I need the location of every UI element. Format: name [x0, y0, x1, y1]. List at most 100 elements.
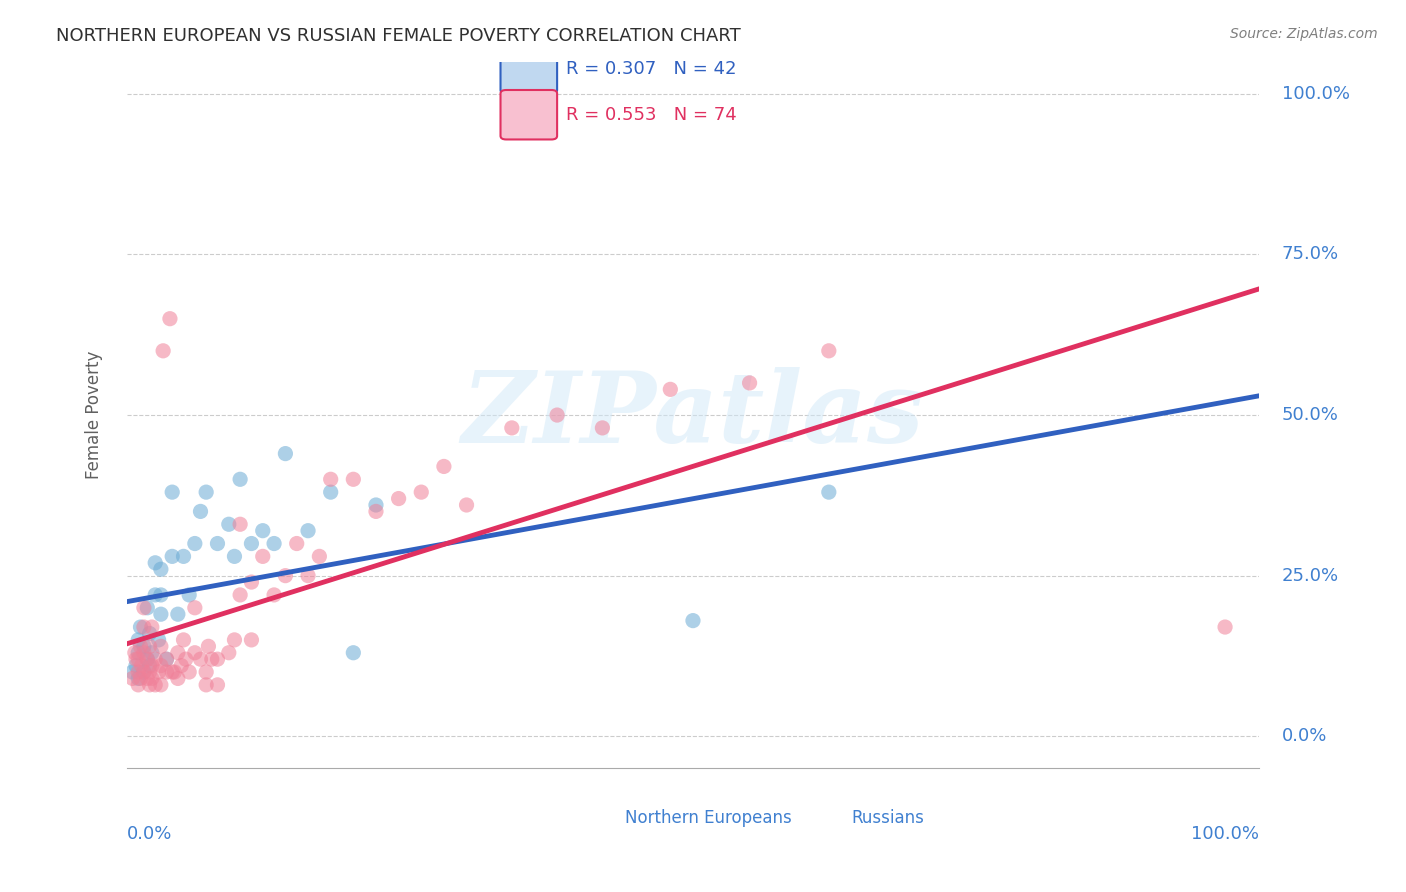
- Point: [138, 678, 160, 692]
- Point: [132, 600, 155, 615]
- Text: 0.0%: 0.0%: [127, 825, 173, 843]
- Point: [195, 678, 218, 692]
- Text: Source: ZipAtlas.com: Source: ZipAtlas.com: [1230, 27, 1378, 41]
- Point: [201, 652, 224, 666]
- Point: [229, 588, 252, 602]
- Point: [263, 536, 285, 550]
- Point: [342, 646, 364, 660]
- Point: [297, 524, 319, 538]
- Point: [195, 665, 218, 679]
- Point: [155, 652, 177, 666]
- Point: [166, 672, 188, 686]
- Point: [166, 607, 188, 622]
- Point: [132, 640, 155, 654]
- Point: [148, 632, 170, 647]
- Point: [252, 549, 274, 564]
- Point: [129, 640, 152, 654]
- Point: [207, 652, 229, 666]
- Point: [274, 568, 297, 582]
- Point: [155, 652, 177, 666]
- FancyBboxPatch shape: [501, 44, 557, 94]
- Point: [155, 665, 177, 679]
- Point: [127, 632, 149, 647]
- Point: [138, 658, 160, 673]
- Point: [184, 646, 207, 660]
- Point: [143, 678, 166, 692]
- Point: [132, 620, 155, 634]
- Point: [125, 652, 148, 666]
- Point: [149, 658, 172, 673]
- Point: [252, 524, 274, 538]
- Text: Russians: Russians: [852, 809, 924, 827]
- Point: [364, 498, 387, 512]
- Point: [319, 472, 342, 486]
- Point: [121, 665, 143, 679]
- Point: [682, 614, 704, 628]
- Point: [285, 536, 308, 550]
- Point: [127, 665, 149, 679]
- Point: [174, 652, 197, 666]
- Point: [263, 588, 285, 602]
- Text: Northern Europeans: Northern Europeans: [626, 809, 792, 827]
- Point: [173, 549, 195, 564]
- Point: [218, 517, 240, 532]
- Point: [817, 343, 839, 358]
- Point: [143, 556, 166, 570]
- Point: [149, 588, 172, 602]
- Point: [127, 652, 149, 666]
- FancyBboxPatch shape: [582, 805, 617, 830]
- Point: [240, 536, 263, 550]
- Point: [817, 485, 839, 500]
- Point: [138, 626, 160, 640]
- Text: R = 0.553   N = 74: R = 0.553 N = 74: [567, 106, 737, 124]
- Point: [195, 485, 218, 500]
- Point: [141, 658, 163, 673]
- Point: [308, 549, 330, 564]
- Point: [240, 575, 263, 590]
- Point: [129, 672, 152, 686]
- Y-axis label: Female Poverty: Female Poverty: [86, 351, 103, 479]
- Point: [218, 646, 240, 660]
- Point: [132, 646, 155, 660]
- Point: [364, 504, 387, 518]
- Point: [433, 459, 456, 474]
- Point: [127, 672, 149, 686]
- Point: [129, 620, 152, 634]
- FancyBboxPatch shape: [501, 90, 557, 139]
- Point: [132, 665, 155, 679]
- Point: [136, 672, 159, 686]
- Point: [141, 672, 163, 686]
- Point: [456, 498, 478, 512]
- Text: ZIPatlas: ZIPatlas: [461, 367, 924, 463]
- Point: [170, 658, 193, 673]
- Point: [197, 640, 219, 654]
- FancyBboxPatch shape: [814, 805, 849, 830]
- Point: [1213, 620, 1236, 634]
- Point: [179, 665, 201, 679]
- Point: [184, 600, 207, 615]
- Text: 100.0%: 100.0%: [1282, 85, 1350, 103]
- Point: [121, 672, 143, 686]
- Point: [149, 640, 172, 654]
- Point: [190, 504, 212, 518]
- Point: [136, 652, 159, 666]
- Point: [179, 588, 201, 602]
- Point: [184, 536, 207, 550]
- Point: [229, 517, 252, 532]
- Point: [207, 536, 229, 550]
- Point: [149, 678, 172, 692]
- Text: 100.0%: 100.0%: [1191, 825, 1258, 843]
- Point: [138, 640, 160, 654]
- Point: [546, 408, 568, 422]
- Point: [659, 382, 682, 396]
- Point: [274, 447, 297, 461]
- Point: [127, 646, 149, 660]
- Point: [229, 472, 252, 486]
- Text: 0.0%: 0.0%: [1282, 727, 1327, 745]
- Point: [297, 568, 319, 582]
- Point: [136, 652, 159, 666]
- Point: [127, 678, 149, 692]
- Point: [141, 620, 163, 634]
- Point: [149, 607, 172, 622]
- Point: [207, 678, 229, 692]
